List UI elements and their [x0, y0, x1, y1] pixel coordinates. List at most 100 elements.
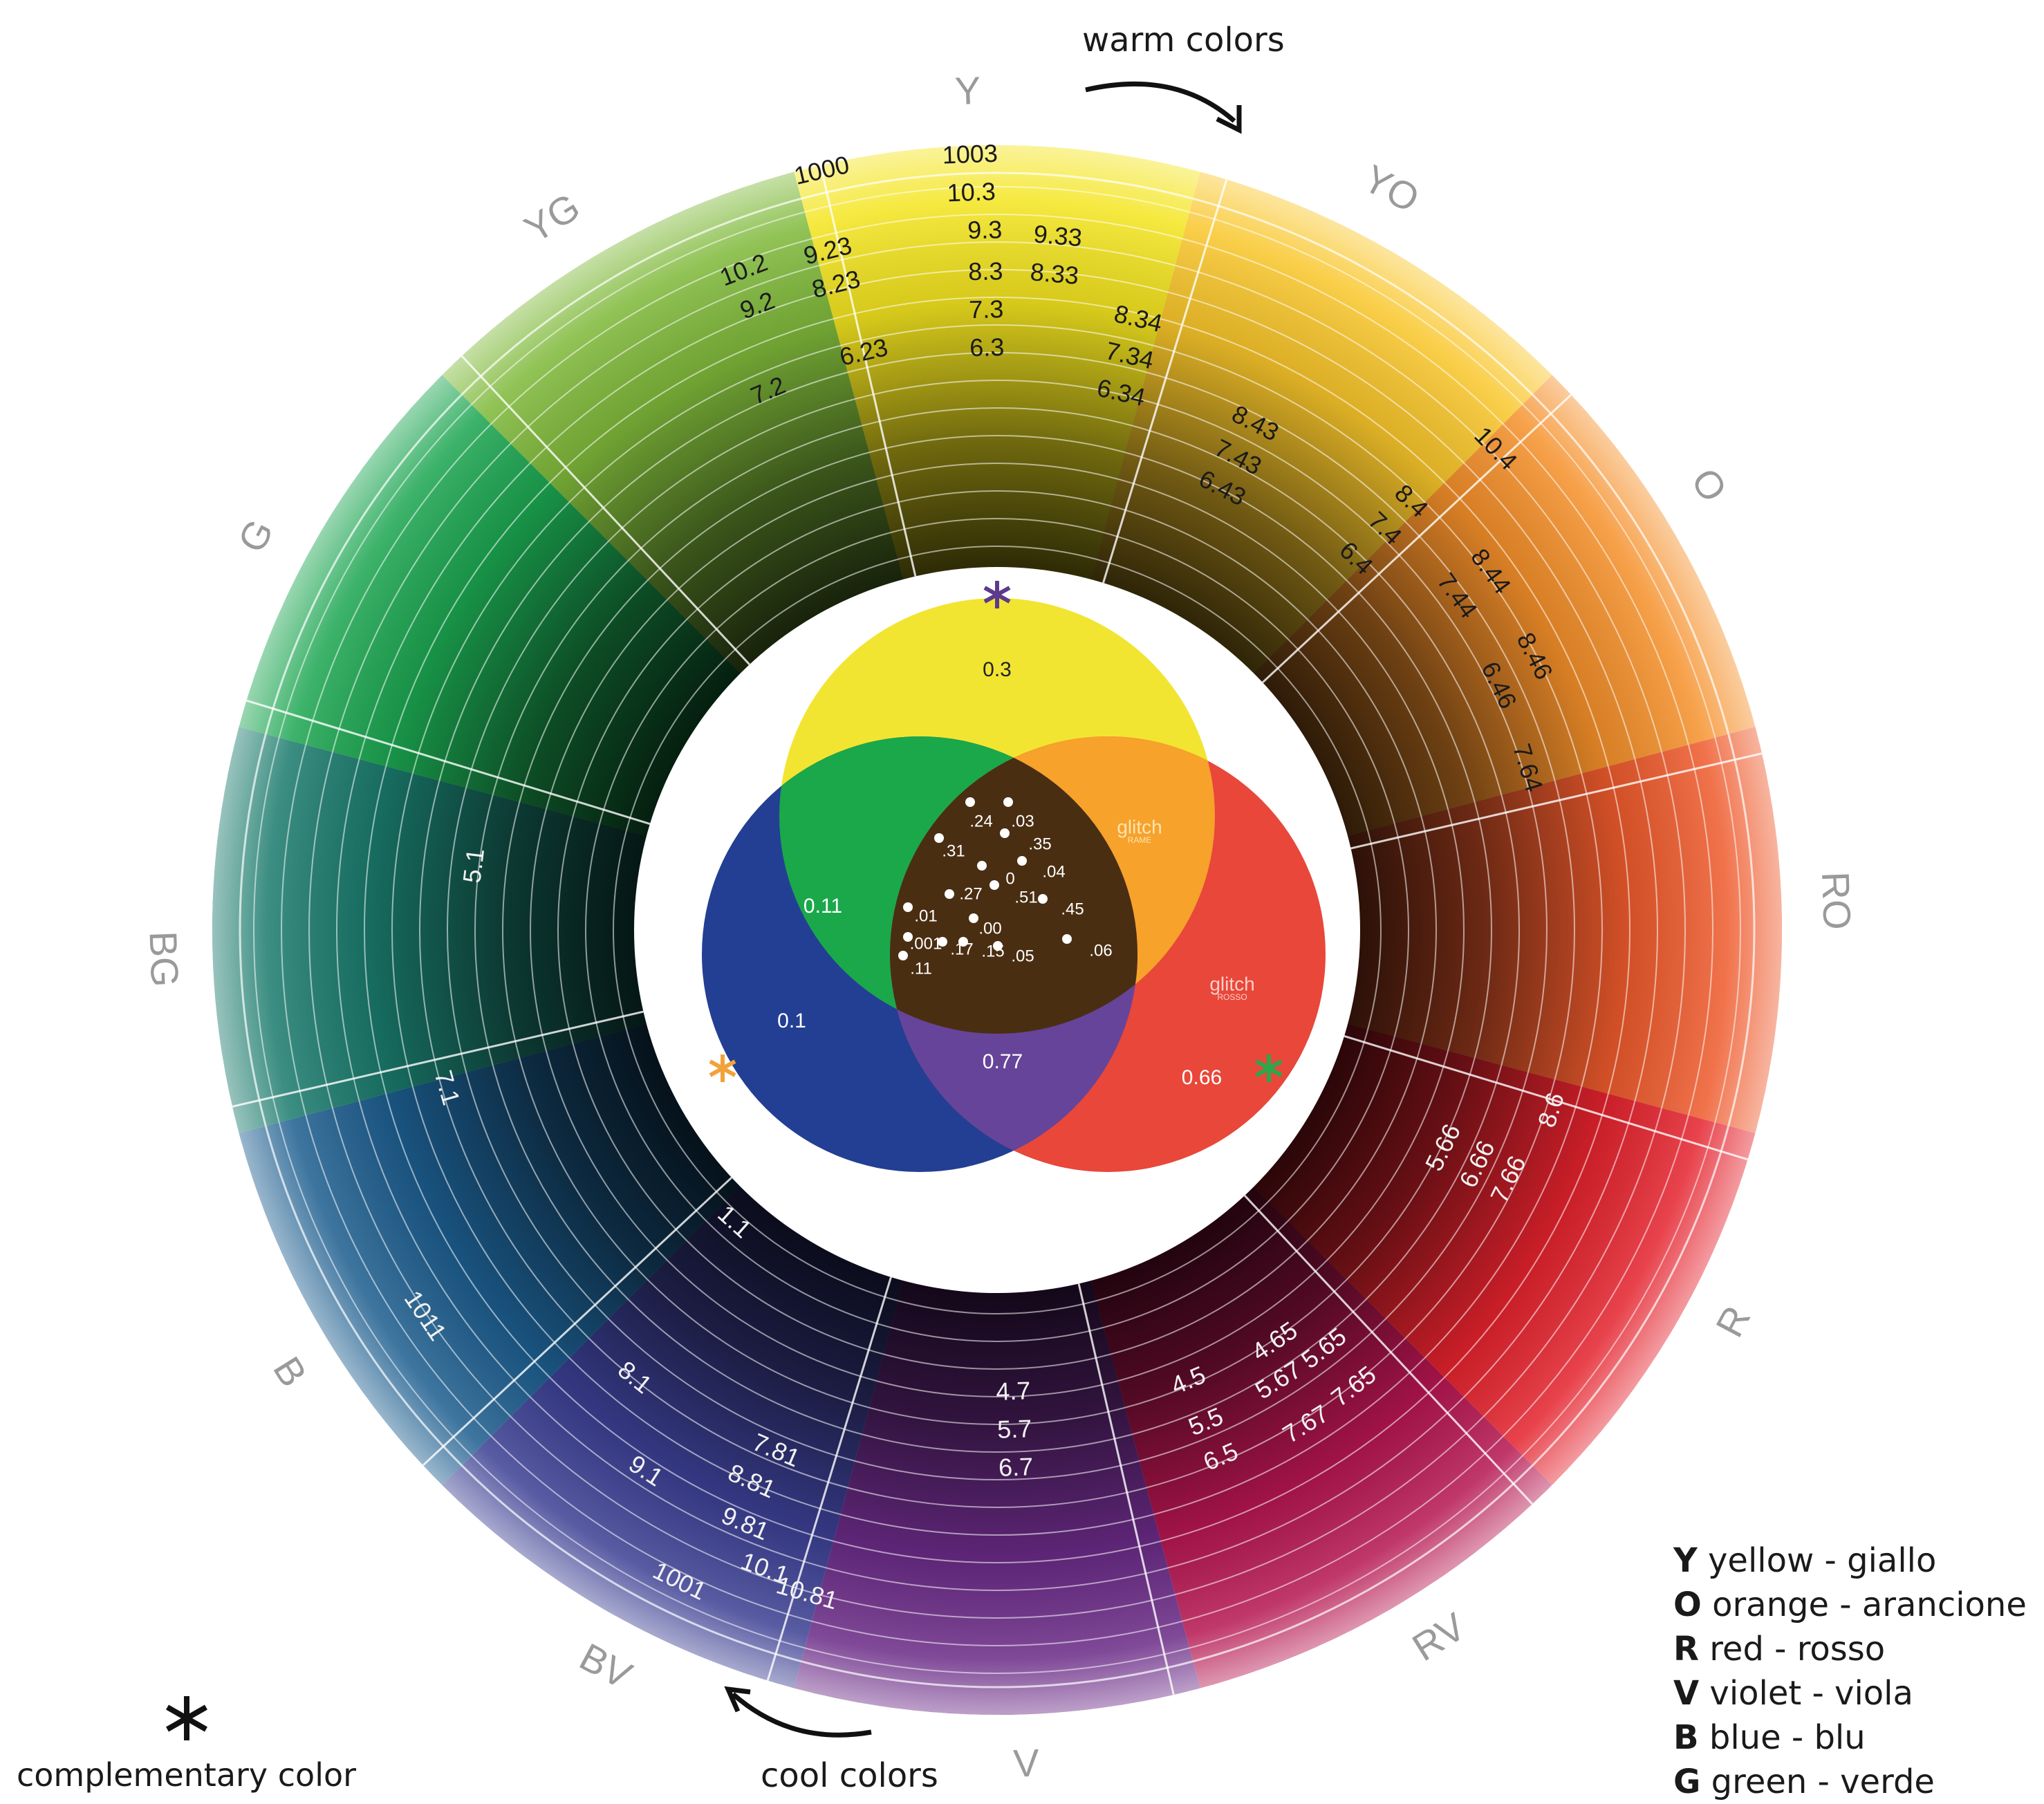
complementary-star-icon-green [1255, 1054, 1283, 1082]
cool-arrow-icon [724, 1686, 872, 1738]
hue-label-bv: BV [573, 1635, 639, 1698]
sector-divider [766, 1276, 892, 1681]
orange-logo-sub: RAME [1128, 835, 1152, 845]
center-dot [958, 937, 968, 947]
value-ring [557, 490, 1437, 1370]
center-dot-label: 0 [1005, 869, 1014, 888]
center-dot [1003, 797, 1013, 807]
center-dot-label: .04 [1042, 862, 1065, 881]
sector-divider [1344, 1035, 1748, 1161]
legend-text: red - rosso [1698, 1630, 1886, 1668]
wheel-value: 9.3 [967, 215, 1003, 244]
legend-letter: R [1673, 1630, 1699, 1668]
legend-row: R red - rosso [1673, 1627, 2027, 1671]
red-logo-text: glitch [1209, 973, 1254, 994]
legend-letter: Y [1673, 1541, 1698, 1580]
value-ring [364, 297, 1630, 1563]
venn-value-violet: 0.77 [983, 1050, 1023, 1073]
center-dot [993, 941, 1003, 951]
sector-divider [1350, 752, 1763, 850]
center-dot-label: .51 [1014, 888, 1037, 906]
sector-divider [232, 1010, 644, 1108]
center-dot [945, 889, 954, 899]
sector-divider [246, 699, 651, 825]
hue-label-g: G [229, 512, 281, 559]
legend-text: yellow - giallo [1697, 1541, 1937, 1580]
legend-letter: V [1673, 1674, 1700, 1713]
center-dot [1062, 934, 1072, 944]
wheel-value: 10.3 [947, 177, 996, 207]
red-logo-sub: ROSSO [1217, 992, 1247, 1002]
center-dot [990, 880, 999, 890]
complementary-star-icon-violet [983, 581, 1011, 608]
wheel-value: 5.7 [996, 1414, 1032, 1444]
value-ring [419, 352, 1575, 1508]
value-ring [336, 269, 1658, 1591]
legend-text: orange - arancione [1701, 1586, 2027, 1624]
center-dot-label: .11 [910, 959, 932, 978]
legend-text: blue - blu [1698, 1718, 1866, 1757]
wheel-value: 6.7 [998, 1452, 1033, 1482]
center-dot [903, 902, 913, 912]
value-rings [239, 171, 1756, 1689]
legend-row: Y yellow - giallo [1673, 1538, 2027, 1583]
sector-divider [819, 165, 917, 577]
value-ring [308, 241, 1686, 1619]
center-dot-label: .27 [959, 884, 982, 903]
center-dot [938, 937, 947, 947]
sector-dividers [232, 165, 1763, 1695]
legend-letter: B [1673, 1718, 1699, 1757]
warm-arrow-icon [1085, 82, 1242, 134]
legend-letter: O [1673, 1586, 1702, 1624]
value-ring [391, 324, 1603, 1536]
legend-row: V violet - viola [1673, 1671, 2027, 1715]
hue-label-b: B [265, 1349, 315, 1394]
legend-text: violet - viola [1699, 1674, 1913, 1713]
hue-label-r: R [1707, 1299, 1759, 1343]
center-dot [965, 797, 975, 807]
center-dot [1017, 856, 1027, 866]
center-dot [977, 861, 987, 871]
warm-colors-caption: warm colors [1082, 21, 1285, 59]
legend-letter: G [1673, 1763, 1701, 1801]
value-ring [253, 186, 1741, 1674]
hue-label-bg: BG [142, 931, 187, 988]
center-dot [969, 913, 978, 923]
hue-label-ro: RO [1814, 871, 1859, 931]
venn-value-red: 0.66 [1182, 1066, 1222, 1089]
center-dot-label: .31 [942, 841, 965, 860]
sector-divider [1243, 1194, 1534, 1505]
hue-label-y: Y [954, 68, 982, 113]
wheel-value: 4.7 [996, 1376, 1031, 1406]
value-ring [474, 407, 1520, 1453]
value-ring [585, 518, 1409, 1342]
hue-label-o: O [1683, 461, 1736, 509]
venn-center-overlap [890, 736, 1137, 1034]
color-legend: Y yellow - giallo O orange - arancione R r… [1673, 1538, 2027, 1804]
sector-divider [461, 355, 751, 666]
complementary-star-icon-orange [709, 1054, 736, 1082]
wheel-value: 8.3 [968, 257, 1003, 286]
hue-label-yg: YG [517, 185, 587, 251]
sector-divider [1261, 393, 1572, 684]
cool-colors-caption: cool colors [761, 1756, 938, 1795]
center-dot [903, 932, 913, 942]
center-dot-label: .03 [1011, 812, 1034, 830]
wheel-value: 7.3 [969, 295, 1004, 324]
venn-diagram: 0.30.10.660.110.77glitchRAMEglitchROSSO.… [702, 581, 1326, 1172]
complementary-caption: complementary color [17, 1756, 357, 1794]
sector-divider [422, 1176, 733, 1467]
center-dot-label: .001 [910, 934, 942, 953]
legend-row: G green - verde [1673, 1760, 2027, 1804]
center-dot-label: .01 [914, 906, 937, 925]
wheel-value: 8.33 [1029, 257, 1079, 290]
sector-divider [1077, 1283, 1175, 1695]
venn-value-green: 0.11 [803, 895, 842, 918]
center-dot-label: .05 [1011, 947, 1034, 965]
hue-label-rv: RV [1404, 1604, 1473, 1669]
center-dot [898, 951, 908, 960]
legend-row: B blue - blu [1673, 1715, 2027, 1760]
value-ring [530, 463, 1465, 1397]
venn-value-yellow: 0.3 [983, 658, 1012, 681]
